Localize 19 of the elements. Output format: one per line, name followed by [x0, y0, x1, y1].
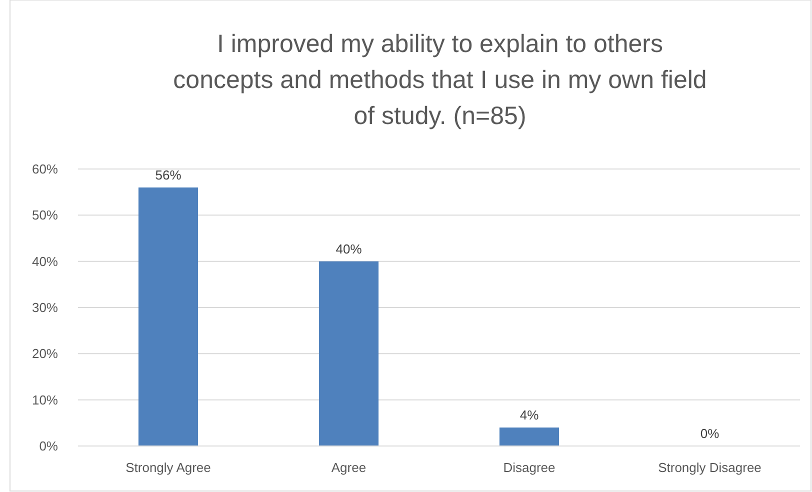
x-tick-label: Disagree	[503, 460, 556, 475]
x-tick-label: Strongly Agree	[126, 460, 211, 475]
x-tick-label: Strongly Disagree	[658, 460, 762, 475]
y-tick-label: 60%	[32, 162, 58, 177]
bar	[138, 187, 198, 446]
data-label: 40%	[336, 241, 362, 256]
bar	[499, 428, 560, 446]
y-tick-label: 0%	[39, 438, 58, 454]
data-label: 56%	[155, 167, 182, 182]
data-label: 4%	[520, 408, 540, 423]
x-tick-label: Agree	[331, 460, 366, 475]
y-tick-label: 10%	[32, 392, 58, 408]
y-tick-label: 20%	[32, 346, 58, 362]
bar	[318, 261, 379, 446]
y-tick-label: 30%	[32, 300, 58, 316]
y-tick-label: 40%	[32, 254, 58, 269]
chart-title: I improved my ability to explain to others concepts and methods that I use in my own field of study. (n=85)	[173, 30, 707, 130]
y-tick-label: 50%	[32, 208, 58, 223]
data-label: 0%	[700, 426, 720, 441]
